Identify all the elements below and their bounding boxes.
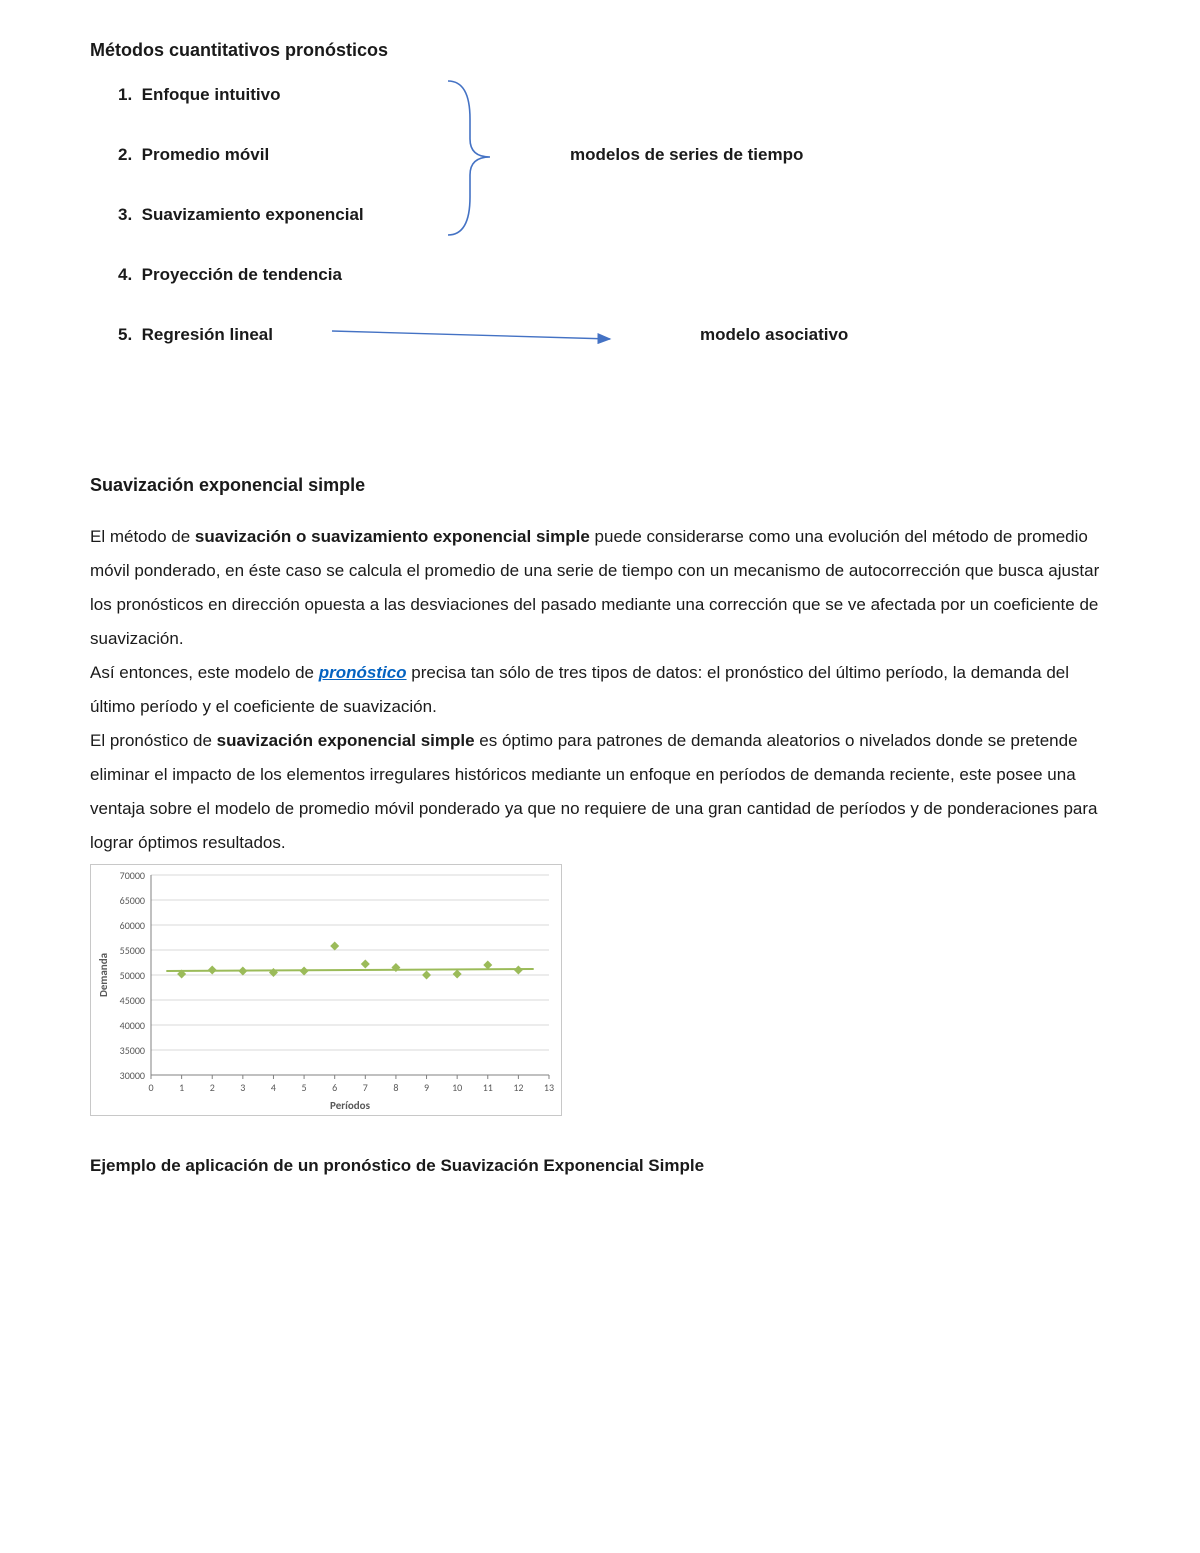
svg-text:7: 7 (363, 1081, 368, 1094)
svg-text:Períodos: Períodos (330, 1099, 371, 1112)
time-series-label: modelos de series de tiempo (570, 145, 803, 165)
arrow-icon (330, 325, 620, 345)
example-heading: Ejemplo de aplicación de un pronóstico d… (90, 1156, 1110, 1176)
method-item-2: 2. Promedio móvil (118, 145, 269, 165)
para2-pre: Así entonces, este modelo de (90, 663, 319, 682)
svg-text:70000: 70000 (120, 869, 145, 882)
para1-pre: El método de (90, 527, 195, 546)
svg-text:12: 12 (513, 1081, 523, 1094)
para1-bold: suavización o suavizamiento exponencial … (195, 527, 590, 546)
method-item-1: 1. Enfoque intuitivo (118, 85, 280, 105)
svg-text:6: 6 (332, 1081, 337, 1094)
forecast-link[interactable]: pronóstico (319, 663, 407, 682)
svg-text:3: 3 (240, 1081, 245, 1094)
svg-text:35000: 35000 (120, 1044, 145, 1057)
svg-text:10: 10 (452, 1081, 462, 1094)
svg-text:Demanda: Demanda (97, 953, 110, 997)
para3-bold: suavización exponencial simple (217, 731, 475, 750)
method-label: Regresión lineal (142, 325, 273, 344)
svg-text:9: 9 (424, 1081, 429, 1094)
method-number: 2. (118, 145, 132, 164)
method-label: Promedio móvil (142, 145, 270, 164)
svg-text:5: 5 (302, 1081, 307, 1094)
svg-text:0: 0 (148, 1081, 153, 1094)
method-number: 5. (118, 325, 132, 344)
para3-pre: El pronóstico de (90, 731, 217, 750)
svg-text:2: 2 (210, 1081, 215, 1094)
section-heading: Suavización exponencial simple (90, 475, 1110, 496)
method-number: 1. (118, 85, 132, 104)
method-label: Proyección de tendencia (142, 265, 342, 284)
svg-text:60000: 60000 (120, 919, 145, 932)
methods-list: 1. Enfoque intuitivo 2. Promedio móvil 3… (90, 85, 1110, 385)
method-item-4: 4. Proyección de tendencia (118, 265, 342, 285)
svg-text:55000: 55000 (120, 944, 145, 957)
brace-icon (440, 79, 510, 239)
svg-text:65000: 65000 (120, 894, 145, 907)
page-title: Métodos cuantitativos pronósticos (90, 40, 1110, 61)
method-item-3: 3. Suavizamiento exponencial (118, 205, 364, 225)
svg-text:50000: 50000 (120, 969, 145, 982)
svg-text:30000: 30000 (120, 1069, 145, 1082)
body-paragraphs: El método de suavización o suavizamiento… (90, 520, 1110, 860)
method-number: 4. (118, 265, 132, 284)
svg-text:45000: 45000 (120, 994, 145, 1007)
svg-text:8: 8 (393, 1081, 398, 1094)
method-item-5: 5. Regresión lineal (118, 325, 273, 345)
method-number: 3. (118, 205, 132, 224)
svg-text:40000: 40000 (120, 1019, 145, 1032)
svg-text:11: 11 (483, 1081, 493, 1094)
demand-chart: 30000 35000 40000 45000 50000 55000 60000 65000… (90, 864, 562, 1116)
method-label: Enfoque intuitivo (142, 85, 281, 104)
svg-text:4: 4 (271, 1081, 276, 1094)
associative-model-label: modelo asociativo (700, 325, 848, 345)
svg-text:13: 13 (544, 1081, 554, 1094)
method-label: Suavizamiento exponencial (142, 205, 364, 224)
svg-text:1: 1 (179, 1081, 184, 1094)
